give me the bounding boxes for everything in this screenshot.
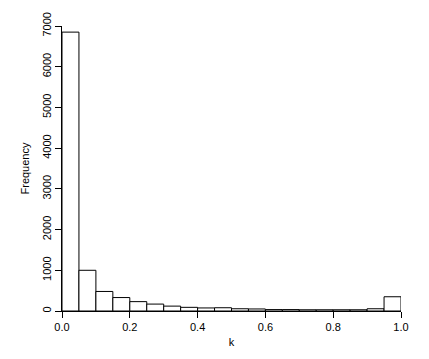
svg-text:6000: 6000: [41, 53, 53, 77]
svg-text:7000: 7000: [41, 12, 53, 36]
svg-text:5000: 5000: [41, 94, 53, 118]
svg-text:0: 0: [41, 306, 53, 312]
svg-text:0.8: 0.8: [326, 321, 341, 333]
svg-text:3000: 3000: [41, 175, 53, 199]
svg-text:0.0: 0.0: [54, 321, 69, 333]
svg-text:0.2: 0.2: [122, 321, 137, 333]
svg-text:k: k: [229, 336, 235, 348]
svg-text:Frequency: Frequency: [19, 142, 31, 194]
svg-text:1000: 1000: [41, 256, 53, 280]
svg-text:0.4: 0.4: [190, 321, 205, 333]
svg-text:1.0: 1.0: [393, 321, 408, 333]
svg-text:4000: 4000: [41, 134, 53, 158]
svg-text:2000: 2000: [41, 216, 53, 240]
svg-text:0.6: 0.6: [258, 321, 273, 333]
